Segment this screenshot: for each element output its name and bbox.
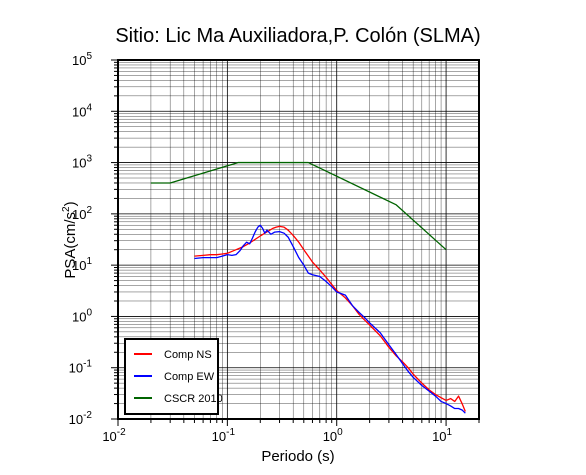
y-axis-label: PSA(cm/s2) <box>61 201 79 278</box>
y-tick-label: 10-1 <box>69 359 93 376</box>
x-tick-label: 10-1 <box>212 427 236 444</box>
x-tick-label-base: 10 <box>323 429 337 444</box>
x-tick-label-exp: 0 <box>337 427 343 438</box>
y-tick-label-exp: 2 <box>86 205 92 216</box>
y-tick-label: 103 <box>72 154 92 171</box>
y-tick-label-exp: 0 <box>86 307 92 318</box>
x-axis-label: Periodo (s) <box>261 448 334 465</box>
y-tick-label-base: 10 <box>72 258 86 273</box>
y-tick-label-exp: 4 <box>86 102 92 113</box>
chart-title: Sitio: Lic Ma Auxiliadora,P. Colón (SLMA… <box>115 25 480 47</box>
y-tick-label-exp: 1 <box>86 256 92 267</box>
legend-label: Comp EW <box>164 371 215 383</box>
x-tick-label: 101 <box>432 427 452 444</box>
legend: Comp NS Comp EW CSCR 2010 <box>124 338 223 415</box>
legend-label: Comp NS <box>164 349 212 361</box>
y-tick-label-base: 10 <box>69 361 83 376</box>
y-axis-label-main: PSA(cm/s <box>62 212 79 279</box>
x-tick-label-exp: -2 <box>117 427 126 438</box>
series-line-comp-ew <box>194 224 466 414</box>
x-tick-labels: 10-2 10-1 100 101 <box>102 427 452 444</box>
x-tick-label-base: 10 <box>102 429 116 444</box>
y-tick-label: 101 <box>72 256 92 273</box>
x-tick-label: 10-2 <box>102 427 126 444</box>
x-tick-label-base: 10 <box>212 429 226 444</box>
y-axis-label-close: ) <box>62 201 79 206</box>
y-tick-label-base: 10 <box>72 309 86 324</box>
y-tick-label-exp: -1 <box>83 359 92 370</box>
x-tick-label-exp: 1 <box>447 427 453 438</box>
x-tick-label-base: 10 <box>432 429 446 444</box>
plot-frame <box>117 59 480 420</box>
legend-label: CSCR 2010 <box>164 393 223 405</box>
y-tick-label-base: 10 <box>69 412 83 427</box>
series-layer <box>150 161 466 414</box>
y-tick-label-base: 10 <box>72 104 86 119</box>
y-axis-label-sup: 2 <box>61 206 72 212</box>
y-tick-label: 104 <box>72 102 92 119</box>
series-line-cscr-2010 <box>150 161 447 251</box>
x-tick-label-exp: -1 <box>226 427 235 438</box>
y-tick-label-base: 10 <box>72 53 86 68</box>
y-tick-label: 10-2 <box>69 410 93 427</box>
y-tick-label: 105 <box>72 51 92 68</box>
y-tick-label-base: 10 <box>72 156 86 171</box>
y-tick-label-exp: 3 <box>86 154 92 165</box>
x-tick-label: 100 <box>323 427 343 444</box>
y-tick-label: 100 <box>72 307 92 324</box>
y-tick-label: 102 <box>72 205 92 222</box>
y-tick-label-base: 10 <box>72 207 86 222</box>
y-tick-label-exp: -2 <box>83 410 92 421</box>
y-tick-label-exp: 5 <box>86 51 92 62</box>
